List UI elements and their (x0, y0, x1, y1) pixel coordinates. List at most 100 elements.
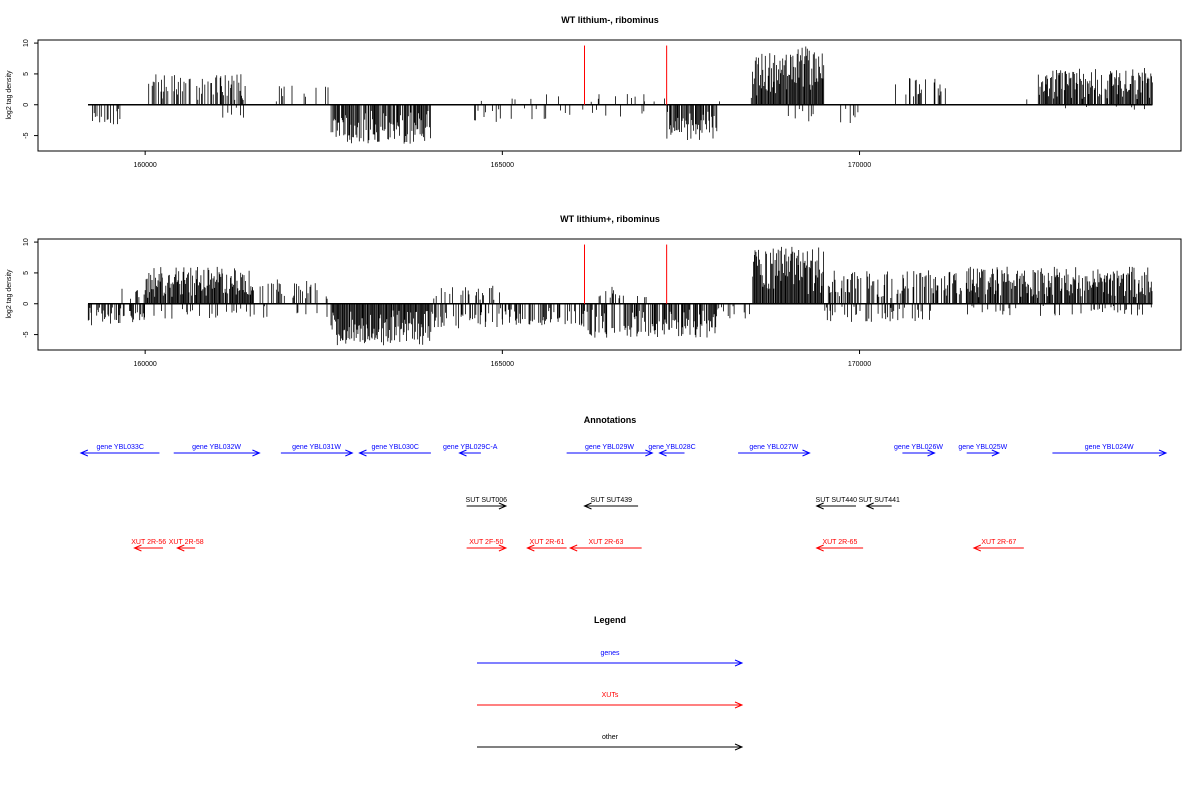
feature-genes-3: gene YBL030C (358, 444, 431, 457)
feature-genes-4: gene YBL029C-A (443, 444, 498, 457)
track-panel-lithium-minus: WT lithium-, ribominus log2 tag density … (6, 15, 1182, 169)
annotations-panel: Annotations gene YBL033C gene YBL032W gene… (79, 415, 1168, 552)
feature-genes-5: gene YBL029W (566, 444, 654, 457)
feature-label: gene YBL026W (894, 444, 943, 451)
feature-label: gene YBL027W (749, 444, 798, 451)
feature-arrow-head (358, 449, 367, 457)
feature-arrow-head (176, 544, 185, 552)
legend-arrow-head (734, 659, 744, 667)
feature-arrow-head (498, 502, 508, 510)
x-axis: 160000 165000 170000 (133, 151, 871, 169)
x-tick-label: 160000 (133, 162, 156, 169)
feature-label: XUT 2R-58 (169, 539, 204, 546)
marker-lines (583, 244, 668, 304)
feature-genes-9: gene YBL025W (958, 444, 1008, 457)
y-axis-label: log2 tag density (6, 70, 13, 120)
feature-label: XUT 2R-65 (822, 539, 857, 546)
feature-arrow-head (1158, 449, 1168, 457)
y-tick-label: -5 (23, 331, 30, 337)
feature-genes-6: gene YBL028C (648, 444, 696, 457)
legend-label: genes (600, 650, 620, 657)
y-tick-label: 0 (23, 302, 30, 306)
feature-label: XUT 2R-61 (530, 539, 565, 546)
x-tick-label: 165000 (491, 162, 514, 169)
x-tick-label: 165000 (491, 361, 514, 368)
feature-label: XUT 2R-63 (588, 539, 623, 546)
x-tick-label: 160000 (133, 361, 156, 368)
density-bars (87, 246, 1153, 346)
x-tick-label: 170000 (848, 361, 871, 368)
feature-arrow-head (972, 544, 982, 552)
feature-arrow-head (658, 449, 667, 457)
y-tick-label: 10 (23, 238, 30, 246)
feature-arrow-head (927, 449, 936, 457)
feature-label: XUT 2R-67 (981, 539, 1016, 546)
feature-arrow-head (568, 544, 578, 552)
legend-arrow-head (734, 701, 744, 709)
plot-frame (37, 39, 1182, 152)
feature-arrow-head (79, 449, 89, 457)
feature-label: gene YBL028C (648, 444, 695, 451)
feature-genes-0: gene YBL033C (79, 444, 160, 457)
feature-label: SUT SUT006 (466, 497, 508, 504)
feature-XUTs-18: XUT 2R-61 (526, 539, 567, 552)
feature-arrow-head (815, 544, 824, 552)
panel-title: WT lithium-, ribominus (561, 15, 659, 25)
feature-arrow-head (815, 502, 824, 510)
feature-arrow-head (991, 449, 1001, 457)
y-tick-label: 10 (23, 39, 30, 47)
feature-label: SUT SUT441 (858, 497, 900, 504)
legend-panel: Legend genes XUTs other (477, 615, 744, 751)
feature-XUTs-15: XUT 2R-56 (131, 539, 166, 552)
feature-arrow-head (498, 544, 508, 552)
feature-other-13: SUT SUT440 (815, 497, 858, 510)
feature-arrows: gene YBL033C gene YBL032W gene YBL031W gene… (79, 444, 1168, 552)
feature-label: gene YBL025W (958, 444, 1007, 451)
feature-arrow-head (133, 544, 142, 552)
feature-label: XUT 2F-50 (469, 539, 503, 546)
legend-title: Legend (594, 615, 626, 625)
x-axis: 160000 165000 170000 (133, 350, 871, 368)
feature-label: XUT 2R-56 (131, 539, 166, 546)
feature-label: gene YBL031W (292, 444, 341, 451)
feature-arrow-head (458, 449, 467, 457)
feature-arrow-head (802, 449, 811, 457)
annotations-title: Annotations (584, 415, 637, 425)
legend-label: XUTs (602, 692, 619, 699)
feature-XUTs-19: XUT 2R-63 (568, 539, 642, 552)
feature-label: SUT SUT439 (591, 497, 633, 504)
feature-XUTs-17: XUT 2F-50 (466, 539, 508, 552)
y-axis-label: log2 tag density (6, 269, 13, 319)
feature-label: gene YBL024W (1085, 444, 1134, 451)
feature-other-11: SUT SUT006 (466, 497, 508, 510)
feature-genes-7: gene YBL027W (738, 444, 811, 457)
legend-entry-XUTs: XUTs (477, 692, 744, 709)
density-bars (92, 46, 1153, 144)
feature-XUTs-21: XUT 2R-67 (972, 539, 1024, 552)
feature-arrow-head (583, 502, 592, 510)
legend-entry-genes: genes (477, 650, 744, 667)
feature-label: SUT SUT440 (816, 497, 858, 504)
feature-other-12: SUT SUT439 (583, 497, 639, 510)
legend-entries: genes XUTs other (477, 650, 744, 751)
feature-label: gene YBL029C-A (443, 444, 498, 451)
track-panel-lithium-plus: WT lithium+, ribominus log2 tag density … (6, 214, 1182, 368)
feature-XUTs-16: XUT 2R-58 (169, 539, 204, 552)
marker-lines (583, 45, 668, 105)
feature-arrow-head (645, 449, 654, 457)
feature-label: gene YBL030C (372, 444, 419, 451)
y-tick-label: 5 (23, 271, 30, 275)
y-axis: -5 0 5 10 (23, 238, 38, 338)
feature-label: gene YBL033C (97, 444, 144, 451)
panel-title: WT lithium+, ribominus (560, 214, 660, 224)
feature-genes-2: gene YBL031W (280, 444, 354, 457)
feature-arrow-head (345, 449, 354, 457)
y-tick-label: -5 (23, 132, 30, 138)
y-axis: -5 0 5 10 (23, 39, 38, 139)
feature-arrow-head (865, 502, 874, 510)
feature-genes-8: gene YBL026W (894, 444, 943, 457)
y-tick-label: 0 (23, 103, 30, 107)
legend-entry-other: other (477, 734, 744, 751)
